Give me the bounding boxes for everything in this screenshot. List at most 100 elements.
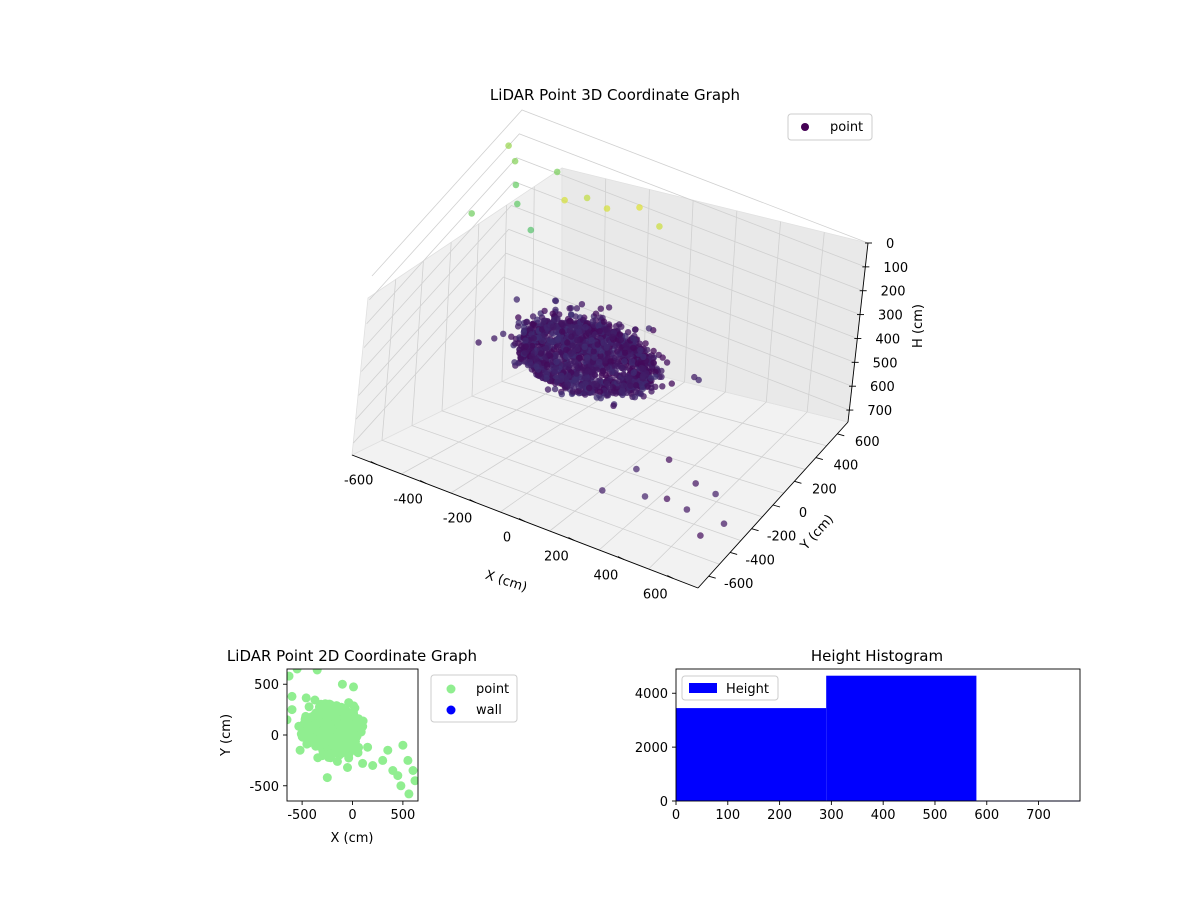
chart-2d-point: [318, 751, 327, 761]
chart-3d-point: [553, 358, 560, 366]
chart-2d-legend-marker-point: [446, 684, 456, 694]
chart-2d-legend-label-wall: wall: [476, 703, 502, 718]
chart-3d-point: [604, 392, 612, 399]
chart-3d-point: [511, 157, 519, 165]
chart-3d-point: [575, 328, 582, 335]
chart-2d-point: [341, 720, 351, 730]
chart-3d-gridline-y: [501, 205, 806, 470]
chart-3d-gridline-h: [353, 276, 850, 444]
chart-3d-point: [468, 210, 476, 217]
chart-3d-grid: [353, 109, 869, 570]
chart-3d-point: [600, 318, 608, 325]
chart-3d-point: [558, 372, 565, 379]
chart-3d-y-tick-label: 600: [855, 435, 880, 450]
chart-3d-point: [692, 480, 699, 487]
chart-3d-point: [561, 196, 568, 204]
chart-3d-point: [592, 380, 600, 388]
chart-3d-point: [593, 394, 600, 401]
chart-2d-point: [322, 773, 332, 783]
chart-3d-point: [644, 346, 651, 354]
histogram-y-tick-label: 2000: [635, 741, 668, 756]
chart-3d-point: [636, 204, 643, 211]
chart-3d-gridline-h: [371, 109, 869, 277]
chart-2d-ticks: -500 0 500 -500 0 500: [249, 678, 415, 823]
chart-3d-point: [512, 340, 519, 347]
chart-2d-point: [408, 766, 418, 775]
chart-2d-legend: point wall: [430, 674, 518, 723]
chart-3d-point: [695, 376, 702, 384]
chart-3d-point: [549, 338, 556, 346]
chart-3d-point: [568, 333, 575, 340]
chart-3d-gridline-h: [361, 204, 858, 372]
chart-3d-point: [522, 337, 529, 344]
chart-3d-point: [597, 305, 604, 312]
chart-3d-point: [554, 315, 561, 322]
chart-3d-point: [637, 390, 645, 398]
chart-3d-point: [586, 384, 593, 392]
chart-2d-point: [320, 724, 330, 734]
chart-3d-x-tick-label: 600: [643, 588, 668, 603]
chart-3d-point: [593, 366, 600, 373]
chart-3d-point: [549, 323, 557, 331]
chart-3d-point: [527, 226, 535, 234]
chart-3d-point: [629, 335, 637, 342]
chart-3d-title: LiDAR Point 3D Coordinate Graph: [490, 86, 740, 104]
chart-2d-point: [287, 691, 297, 701]
histogram-legend-box: [681, 675, 779, 701]
chart-2d-legend-label-point: point: [476, 682, 509, 697]
chart-2d-point: [378, 755, 388, 765]
chart-2d-point: [337, 679, 347, 689]
chart-3d-point: [594, 341, 601, 348]
chart-2d-point: [312, 669, 322, 675]
chart-3d-point: [604, 349, 611, 357]
chart-3d-point: [491, 335, 498, 342]
chart-3d-point: [614, 347, 621, 355]
chart-3d-point: [571, 363, 578, 370]
chart-3d-point: [630, 344, 637, 352]
chart-3d-point: [551, 385, 559, 393]
chart-2d-point: [404, 789, 414, 799]
chart-3d-point: [610, 402, 617, 409]
chart-3d-y-tick: [837, 433, 845, 437]
chart-3d-point: [543, 374, 550, 382]
chart-3d-point: [534, 366, 542, 373]
histogram-bar: [676, 708, 827, 801]
chart-2d-point: [315, 718, 325, 728]
chart-3d-gridline-x: [598, 221, 781, 551]
chart-3d-gridline-x: [549, 210, 738, 532]
chart-3d-gridline-h: [366, 157, 863, 325]
histogram-x-tick-label: 400: [871, 808, 896, 823]
chart-3d-point: [541, 307, 548, 315]
histogram-ticks: 0 100 200 300 400 500 600 700 0 2000 4000: [635, 687, 1051, 823]
chart-3d-point: [553, 168, 561, 176]
chart-3d-point: [584, 354, 591, 361]
chart-3d-z-axis-label: H (cm): [911, 304, 926, 348]
chart-3d-x-axis-label: X (cm): [483, 568, 529, 596]
chart-3d-point: [652, 368, 659, 376]
chart-3d-point: [552, 351, 559, 359]
chart-3d-point: [563, 346, 570, 353]
histogram-legend-swatch: [689, 683, 717, 693]
chart-2d-point: [304, 702, 314, 712]
chart-3d-point: [517, 355, 525, 362]
chart-3d-y-tick-label: -400: [745, 553, 775, 568]
chart-3d-point: [630, 369, 637, 376]
chart-3d-point: [612, 390, 620, 397]
chart-3d-point: [720, 520, 728, 527]
chart-3d-point: [579, 364, 587, 371]
chart-3d-point: [599, 369, 606, 377]
chart-3d-point: [564, 381, 572, 388]
chart-3d-point: [511, 359, 518, 366]
histogram-x-tick-label: 0: [672, 808, 680, 823]
chart-3d-point: [505, 142, 512, 149]
chart-3d-point: [592, 310, 600, 317]
chart-3d-point: [559, 328, 566, 335]
chart-3d-point: [521, 349, 529, 356]
chart-3d-z-tick-label: 200: [881, 285, 906, 300]
chart-3d-y-tick-label: 200: [812, 482, 837, 497]
chart-3d-point: [543, 324, 550, 331]
chart-2d-point: [317, 731, 327, 741]
chart-3d-point: [522, 343, 529, 350]
chart-3d-y-tick: [708, 575, 716, 579]
chart-3d-point: [632, 388, 640, 396]
